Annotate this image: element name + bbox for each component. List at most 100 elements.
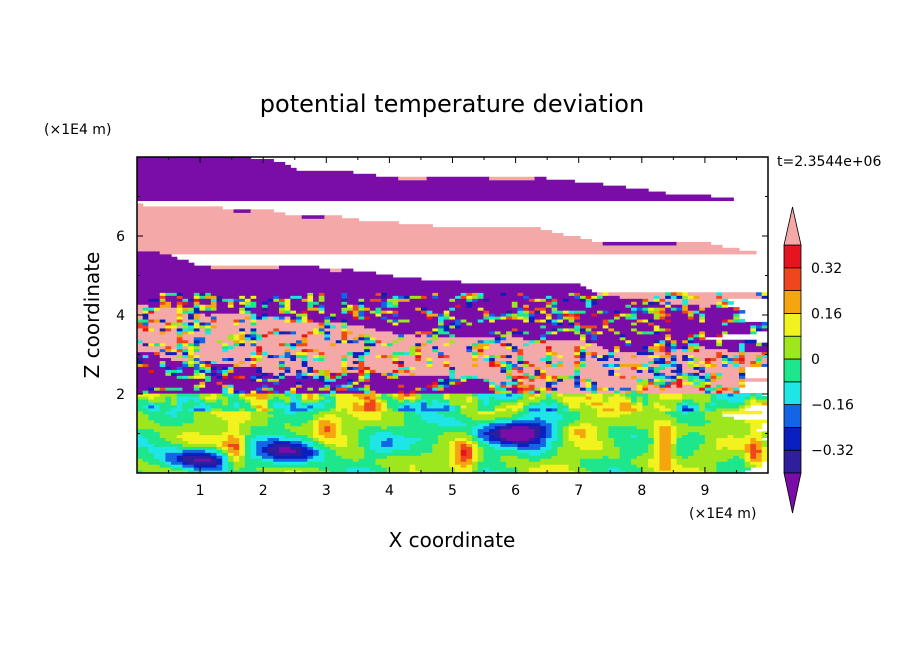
contour-cell — [579, 404, 592, 409]
contour-cell — [278, 360, 286, 364]
contour-cell — [420, 413, 445, 418]
contour-cell — [585, 387, 592, 391]
contour-cell — [528, 390, 536, 394]
contour-cell — [273, 395, 280, 400]
contour-cell — [296, 345, 365, 350]
contour-cell — [313, 425, 320, 430]
contour-cell — [341, 375, 360, 379]
contour-cell — [137, 304, 149, 308]
contour-cell — [227, 345, 235, 350]
contour-cell — [165, 301, 172, 305]
contour-cell — [545, 437, 558, 442]
contour-cell — [148, 446, 178, 450]
contour-cell — [210, 321, 235, 326]
contour-cell — [699, 401, 706, 406]
contour-cell — [455, 366, 502, 370]
contour-cell — [693, 336, 700, 341]
contour-cell — [517, 375, 524, 379]
contour-cell — [267, 378, 274, 382]
contour-cell — [659, 330, 700, 335]
contour-cell — [455, 416, 473, 421]
contour-cell — [324, 393, 331, 397]
contour-cell — [273, 401, 286, 406]
contour-cell — [557, 381, 575, 385]
contour-cell — [273, 387, 291, 391]
contour-cell — [227, 336, 235, 341]
contour-cell — [466, 431, 473, 436]
contour-cell — [472, 375, 479, 379]
contour-cell — [193, 295, 201, 299]
contour-cell — [523, 315, 530, 320]
contour-cell — [307, 354, 314, 359]
contour-cell — [364, 398, 371, 403]
contour-cell — [489, 395, 496, 400]
contour-cell — [392, 440, 416, 444]
contour-cell — [137, 262, 195, 267]
contour-cell — [199, 348, 223, 353]
contour-cell — [602, 455, 609, 459]
contour-cell — [568, 321, 575, 326]
contour-cell — [256, 295, 274, 299]
contour-cell — [750, 363, 763, 367]
contour-cell — [557, 378, 564, 382]
contour-cell — [568, 327, 575, 332]
contour-cell — [699, 315, 706, 320]
contour-cell — [682, 304, 689, 308]
contour-cell — [216, 398, 223, 403]
contour-cell — [273, 390, 280, 394]
contour-cell — [301, 381, 326, 385]
contour-cell — [727, 348, 740, 353]
contour-cell — [307, 339, 337, 344]
contour-cell — [687, 345, 695, 350]
contour-cell — [682, 295, 689, 299]
contour-cell — [222, 375, 229, 379]
contour-cell — [625, 390, 632, 394]
contour-cell — [557, 351, 575, 356]
contour-cell — [574, 348, 581, 353]
contour-cell — [460, 443, 467, 447]
contour-cell — [290, 345, 297, 350]
contour-cell — [704, 390, 712, 394]
contour-cell — [244, 458, 263, 462]
contour-cell — [659, 298, 666, 302]
contour-cell — [347, 387, 360, 391]
contour-cell — [182, 452, 212, 456]
contour-cell — [665, 404, 678, 409]
contour-cell — [562, 393, 587, 397]
contour-cell — [466, 318, 479, 323]
contour-cell — [137, 259, 189, 264]
contour-cell — [574, 366, 581, 370]
contour-cell — [347, 339, 354, 344]
contour-cell — [176, 313, 184, 317]
contour-cell — [631, 434, 638, 439]
contour-cell — [528, 304, 547, 308]
contour-cell — [250, 416, 269, 421]
contour-cell — [369, 440, 382, 444]
contour-cell — [653, 330, 661, 335]
contour-cell — [250, 390, 257, 394]
contour-cell — [756, 354, 763, 359]
contour-cell — [659, 425, 672, 430]
contour-cell — [761, 401, 768, 406]
contour-cell — [761, 292, 768, 296]
contour-cell — [324, 381, 331, 385]
contour-cell — [137, 375, 178, 379]
contour-cell — [523, 318, 530, 323]
contour-cell — [602, 443, 615, 447]
contour-cell — [159, 304, 172, 308]
contour-cell — [687, 336, 695, 341]
contour-cell — [489, 339, 496, 344]
contour-cell — [687, 348, 695, 353]
contour-cell — [222, 387, 229, 391]
contour-cell — [358, 313, 365, 317]
contour-cell — [278, 295, 291, 299]
contour-cell — [239, 455, 246, 459]
contour-cell — [449, 324, 456, 329]
contour-cell — [738, 384, 746, 388]
contour-cell — [466, 304, 473, 308]
contour-cell — [330, 384, 337, 388]
contour-cell — [653, 318, 666, 323]
contour-cell — [165, 366, 172, 370]
contour-cell — [375, 470, 388, 473]
contour-cell — [455, 404, 462, 409]
